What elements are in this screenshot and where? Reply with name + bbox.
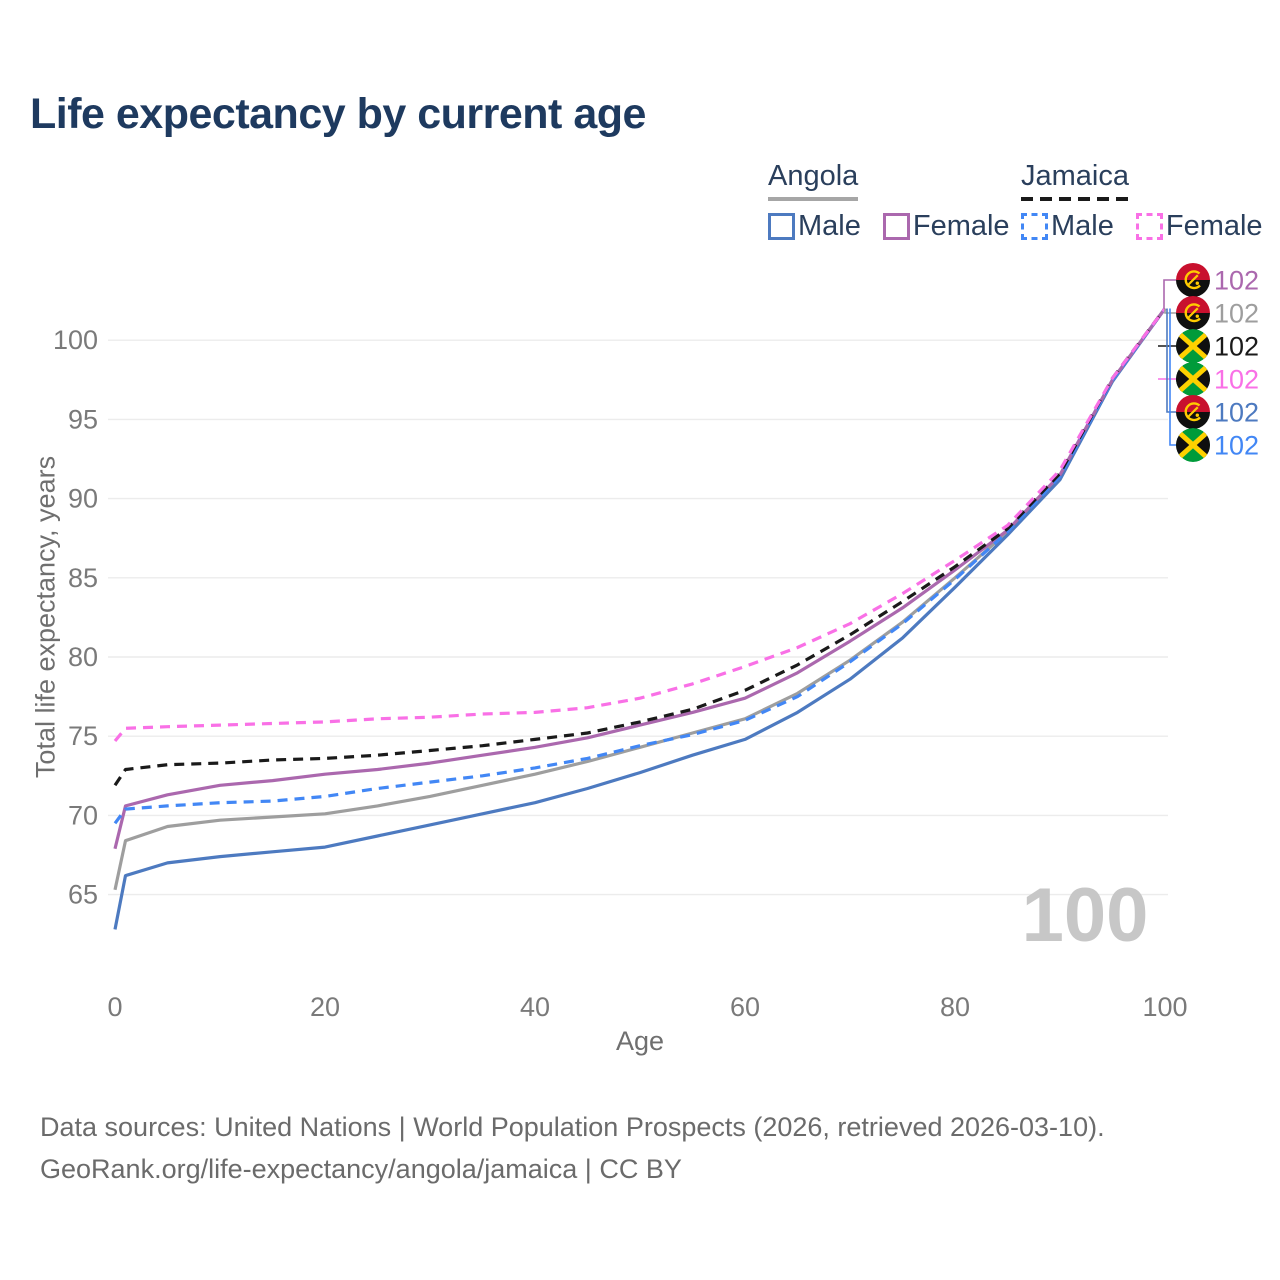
legend-angola-toggle[interactable]: Angola [768, 160, 859, 201]
series-line-jamaica-female [113, 307, 1167, 743]
leader-line-angola-male [1166, 308, 1176, 413]
legend-label-angola-female: Female [912, 210, 1010, 242]
legend-jamaica-label: Jamaica [1021, 160, 1129, 192]
footer: Data sources: United Nations | World Pop… [40, 1106, 1105, 1190]
series-line-angola-male [113, 307, 1167, 930]
x-tick-20: 20 [310, 992, 340, 1022]
end-label-angola: 102 [1214, 299, 1259, 329]
watermark-age: 100 [1022, 873, 1149, 958]
legend-label-jamaica-male: Male [1051, 210, 1114, 242]
x-tick-60: 60 [730, 992, 760, 1022]
series-line-jamaica-male [113, 307, 1167, 825]
jamaica-flag-icon [1176, 428, 1210, 462]
legend-swatch-jamaica-male[interactable] [1021, 213, 1048, 240]
y-tick-85: 85 [68, 563, 98, 593]
x-tick-100: 100 [1142, 992, 1187, 1022]
legend: Angola Male Female Jamaica Male Female [0, 160, 1280, 250]
footer-sources: Data sources: United Nations | World Pop… [40, 1112, 1105, 1142]
y-tick-80: 80 [68, 642, 98, 672]
footer-url: GeoRank.org/life-expectancy/angola/jamai… [40, 1154, 682, 1184]
y-tick-100: 100 [53, 325, 98, 355]
y-tick-70: 70 [68, 800, 98, 830]
x-tick-40: 40 [520, 992, 550, 1022]
jamaica-flag-icon [1176, 329, 1210, 363]
leader-line-angola [1164, 308, 1176, 314]
legend-swatch-angola-female[interactable] [882, 213, 910, 240]
series-line-jamaica [113, 307, 1167, 787]
legend-swatch-angola-male[interactable] [768, 213, 795, 240]
y-tick-75: 75 [68, 721, 98, 751]
legend-jamaica-toggle[interactable]: Jamaica [1021, 160, 1129, 201]
end-label-angola-female: 102 [1214, 266, 1259, 296]
jamaica-both-line-swatch [1021, 197, 1129, 201]
page-title: Life expectancy by current age [30, 90, 646, 138]
end-label-angola-male: 102 [1214, 398, 1259, 428]
angola-flag-icon [1176, 263, 1210, 297]
legend-group-jamaica: Jamaica Male Female [1021, 160, 1280, 243]
angola-flag-icon [1176, 296, 1210, 330]
y-tick-65: 65 [68, 880, 98, 910]
legend-group-angola: Angola Male Female [768, 160, 1032, 243]
legend-label-jamaica-female: Female [1165, 210, 1263, 242]
legend-angola-label: Angola [768, 160, 859, 192]
x-tick-0: 0 [107, 992, 122, 1022]
series-line-angola [113, 307, 1167, 891]
y-tick-95: 95 [68, 404, 98, 434]
leader-line-angola-female [1163, 279, 1176, 309]
end-label-jamaica: 102 [1214, 332, 1259, 362]
series-line-angola-female [113, 307, 1167, 850]
x-tick-80: 80 [940, 992, 970, 1022]
x-axis-title: Age [615, 1026, 665, 1056]
y-tick-90: 90 [68, 484, 98, 514]
leader-line-jamaica-male [1169, 308, 1176, 446]
y-axis-title: Total life expectancy, years [30, 455, 61, 779]
angola-flag-icon [1176, 395, 1210, 429]
legend-swatch-jamaica-female[interactable] [1135, 213, 1163, 240]
jamaica-flag-icon [1176, 362, 1210, 396]
end-label-jamaica-female: 102 [1214, 365, 1259, 395]
angola-both-line-swatch [768, 197, 859, 201]
legend-label-angola-male: Male [798, 210, 861, 242]
end-label-jamaica-male: 102 [1214, 431, 1259, 461]
